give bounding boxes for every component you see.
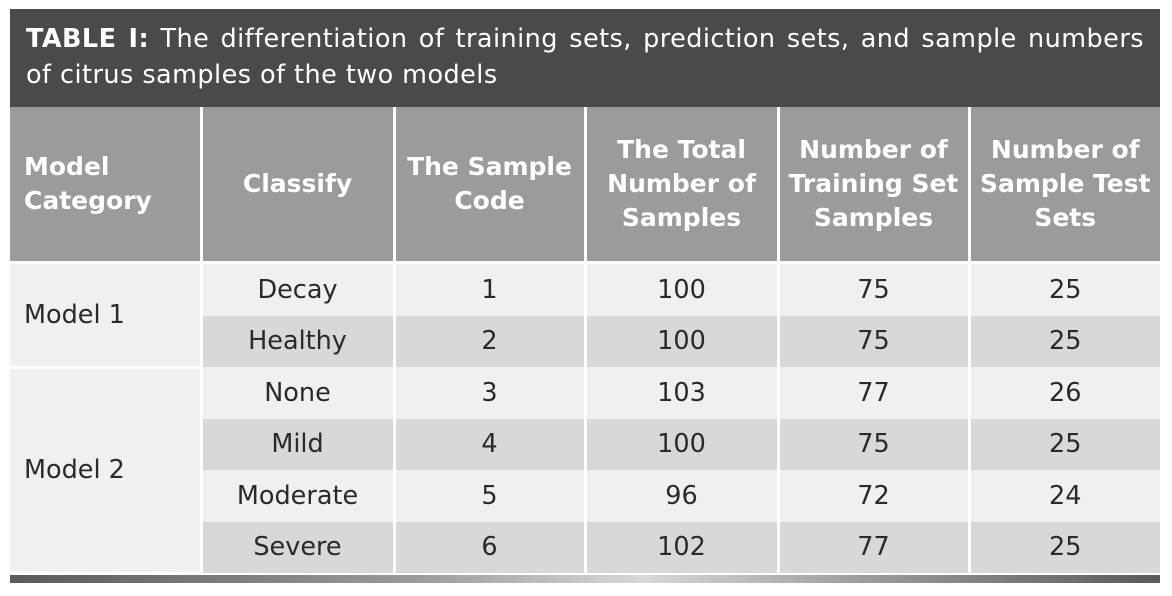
training-cell: 75: [778, 315, 971, 367]
header-sample-code: The Sample Code: [394, 107, 587, 264]
test-cell: 26: [969, 367, 1160, 419]
table-row: Mild 4 100 75 25: [10, 418, 1160, 470]
code-cell: 5: [394, 470, 587, 522]
caption-text: The differentiation of training sets, pr…: [26, 24, 1144, 90]
training-cell: 77: [778, 521, 971, 573]
total-cell: 103: [585, 367, 780, 419]
training-cell: 75: [778, 262, 971, 316]
header-test-sets: Number of Sample Test Sets: [969, 107, 1160, 264]
test-cell: 25: [969, 418, 1160, 470]
table-bottom-rule: [10, 574, 1160, 583]
total-cell: 96: [585, 470, 780, 522]
classify-cell: Severe: [201, 521, 396, 573]
table-row: Healthy 2 100 75 25: [10, 315, 1160, 367]
training-cell: 72: [778, 470, 971, 522]
header-total-samples: The Total Number of Samples: [585, 107, 780, 264]
code-cell: 3: [394, 367, 587, 419]
training-cell: 77: [778, 367, 971, 419]
header-training-samples: Number of Training Set Samples: [778, 107, 971, 264]
header-row: Model Category Classify The Sample Code …: [10, 107, 1160, 264]
header-model-category: Model Category: [10, 107, 203, 264]
test-cell: 25: [969, 315, 1160, 367]
table-row: Moderate 5 96 72 24: [10, 470, 1160, 522]
classify-cell: Mild: [201, 418, 396, 470]
total-cell: 100: [585, 315, 780, 367]
caption-label: TABLE I:: [26, 24, 150, 54]
code-cell: 4: [394, 418, 587, 470]
classify-cell: Decay: [201, 262, 396, 316]
total-cell: 100: [585, 262, 780, 316]
classify-cell: Moderate: [201, 470, 396, 522]
data-table: Model Category Classify The Sample Code …: [10, 107, 1160, 575]
code-cell: 2: [394, 315, 587, 367]
table-row: Severe 6 102 77 25: [10, 521, 1160, 573]
header-classify: Classify: [201, 107, 396, 264]
test-cell: 25: [969, 262, 1160, 316]
training-cell: 75: [778, 418, 971, 470]
table-caption: TABLE I: The differentiation of training…: [10, 9, 1160, 107]
test-cell: 24: [969, 470, 1160, 522]
table-row: Model 2 None 3 103 77 26: [10, 367, 1160, 575]
test-cell: 25: [969, 521, 1160, 573]
table-row: Model 1 Decay 1 100 75 25: [10, 262, 1160, 369]
table-figure: TABLE I: The differentiation of training…: [10, 9, 1160, 583]
total-cell: 100: [585, 418, 780, 470]
model-cell: Model 2: [10, 367, 203, 575]
classify-cell: Healthy: [201, 315, 396, 367]
model-cell: Model 1: [10, 262, 203, 369]
total-cell: 102: [585, 521, 780, 573]
code-cell: 6: [394, 521, 587, 573]
code-cell: 1: [394, 262, 587, 316]
classify-cell: None: [201, 367, 396, 419]
